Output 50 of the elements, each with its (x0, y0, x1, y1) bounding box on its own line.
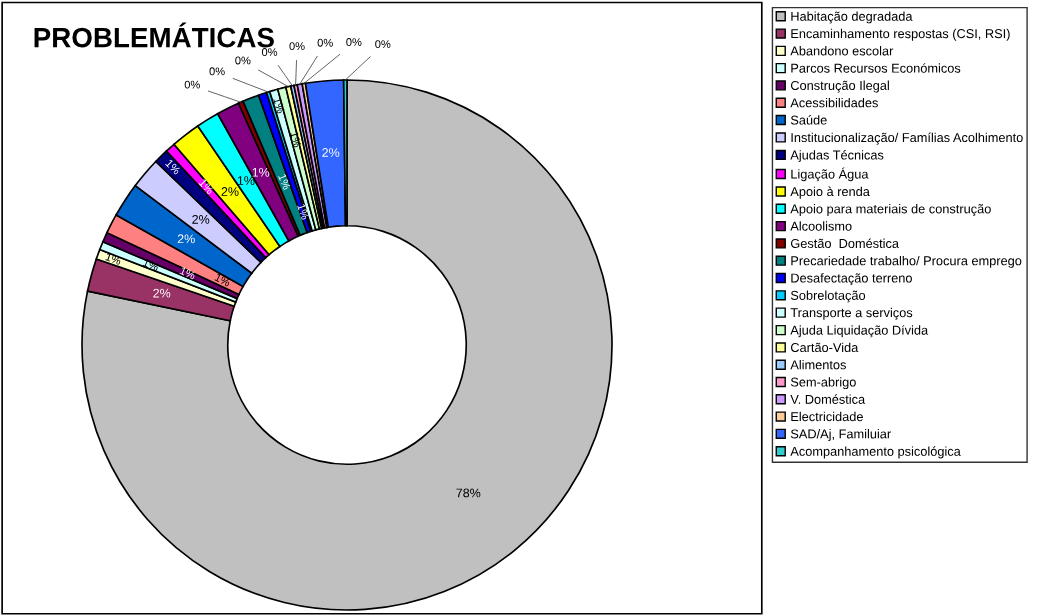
data-label: 0% (346, 38, 362, 46)
data-label: 0% (209, 67, 225, 76)
donut-slice (81, 79, 613, 611)
data-label: 1% (198, 178, 215, 195)
legend-label: Sem-abrigo (790, 377, 856, 390)
legend-label: Precariedade trabalho/ Procura emprego (791, 255, 1022, 268)
legend-label: Saúde (790, 115, 827, 125)
data-label: 0% (184, 80, 200, 89)
legend-label: Parcos Recursos Económicos (791, 63, 961, 73)
legend-label: Transporte a serviços (790, 307, 913, 320)
legend-label: Alimentos (790, 359, 846, 370)
legend-label: Apoio para materiais de construção (790, 204, 991, 216)
legend-label: Ajuda Liquidação Dívida (790, 325, 929, 338)
legend-label: SAD/Aj, Familuiar (790, 429, 891, 441)
legend-label: Institucionalização/ Famílias Acolhimento (791, 132, 1023, 145)
data-label: 0% (261, 48, 278, 56)
legend-label: Gestão Doméstica (790, 238, 899, 248)
legend-label: Acessibilidades (790, 97, 878, 108)
legend-label: Acompanhamento psicológica (790, 446, 961, 459)
text: PROBLEMÁTICAS (34, 22, 274, 48)
data-label: 2% (153, 288, 171, 298)
data-label: 1% (297, 203, 310, 221)
data-label: 2% (221, 187, 239, 196)
data-label: 1% (237, 176, 255, 185)
legend-label: Electricidade (791, 411, 863, 422)
data-label: 1% (278, 173, 291, 191)
legend-label: Cartão-Vida (790, 342, 859, 353)
data-label: 1% (165, 158, 182, 175)
legend-label: Ligação Água (791, 167, 869, 182)
data-label: 2% (322, 148, 340, 157)
legend-label: Desafectação terreno (791, 273, 912, 286)
legend-label: Apoio à renda (790, 186, 870, 199)
legend-label: Alcoolismo (790, 221, 852, 231)
data-label: 0% (317, 38, 333, 47)
data-label: 78% (456, 488, 481, 498)
data-label: 2% (177, 234, 195, 244)
legend-label: Construção Ilegal (790, 80, 889, 93)
data-label: 0% (289, 42, 305, 51)
legend-label: Abandono escolar (790, 46, 894, 56)
legend-label: V. Doméstica (790, 394, 866, 404)
legend-label: Ajudas Técnicas (790, 149, 884, 163)
legend-label: Habitação degradada (791, 11, 913, 24)
data-label: 2% (192, 214, 210, 224)
data-label: 1% (179, 266, 197, 280)
data-label: 0% (375, 40, 391, 49)
legend-label: Encaminhamento respostas (CSI, RSI) (791, 28, 1010, 41)
data-label: 0% (235, 56, 251, 65)
data-label: 1% (214, 273, 232, 287)
legend-label: Sobrelotação (790, 290, 866, 303)
data-label: 1% (252, 167, 270, 177)
